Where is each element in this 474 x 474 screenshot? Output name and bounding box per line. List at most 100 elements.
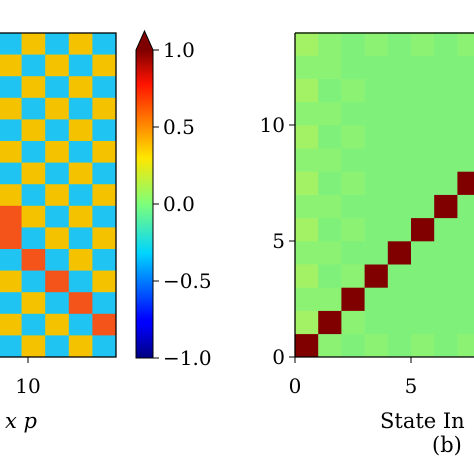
- left-heatmap-cell: [68, 119, 93, 142]
- right-heatmap-diagonal-cell: [341, 287, 365, 311]
- right-heatmap-cell: [411, 310, 435, 335]
- right-heatmap-cell: [411, 125, 435, 149]
- left-x-axis-label-tail: x p: [5, 409, 37, 433]
- right-heatmap-cell: [364, 287, 389, 311]
- left-heatmap-cell: [0, 184, 22, 207]
- right-heatmap-cell: [387, 148, 412, 172]
- left-heatmap-cell: [92, 205, 117, 228]
- right-heatmap-cell: [457, 264, 474, 288]
- left-heatmap-cell: [45, 313, 70, 336]
- left-heatmap-cell: [45, 335, 70, 358]
- right-heatmap-cell: [434, 241, 458, 265]
- left-heatmap-cell: [0, 141, 22, 163]
- left-heatmap-cell: [92, 335, 117, 358]
- right-heatmap-cell: [318, 78, 342, 103]
- left-heatmap-cell: [92, 292, 117, 315]
- left-heatmap-cell: [21, 33, 46, 55]
- right-heatmap-cell: [457, 310, 474, 335]
- left-heatmap-cell: [45, 270, 70, 293]
- right-y-tick-label: 0: [272, 345, 285, 369]
- right-heatmap-cell: [318, 194, 342, 219]
- left-heatmap-cell: [0, 54, 22, 77]
- right-heatmap-cell: [295, 101, 319, 126]
- colorbar-ticks: 1.0 0.5 0.0 −0.5 −1.0: [153, 38, 212, 370]
- right-heatmap-cell: [457, 333, 474, 358]
- left-heatmap-cell: [92, 184, 117, 207]
- right-heatmap-cell: [387, 310, 412, 335]
- right-heatmap-cell: [341, 101, 365, 126]
- right-heatmap-diagonal-cell: [295, 333, 319, 358]
- right-heatmap-cell: [364, 171, 389, 195]
- right-heatmap-cell: [411, 241, 435, 265]
- right-heatmap-cell: [364, 217, 389, 242]
- left-heatmap-cell: [0, 249, 22, 271]
- right-heatmap-cell: [434, 287, 458, 311]
- left-heatmap-cells: [0, 33, 117, 358]
- right-heatmap-cell: [295, 171, 319, 195]
- left-heatmap-cell: [21, 313, 46, 336]
- right-x-tick-label: 0: [289, 374, 302, 398]
- right-heatmap-cell: [364, 55, 389, 79]
- left-x-tick-label: 10: [15, 374, 40, 398]
- left-heatmap-cell: [45, 141, 70, 163]
- right-heatmap-cells: [295, 32, 474, 358]
- left-heatmap-cell: [0, 335, 22, 358]
- right-heatmap-cell: [364, 310, 389, 335]
- left-heatmap-cell: [68, 54, 93, 77]
- left-heatmap-cell: [0, 292, 22, 315]
- left-heatmap-panel: 10 x p: [0, 32, 117, 433]
- left-heatmap-cell: [45, 54, 70, 77]
- left-heatmap-cell: [0, 227, 22, 250]
- left-heatmap-cell: [21, 205, 46, 228]
- right-heatmap-cell: [411, 101, 435, 126]
- right-heatmap-cell: [411, 194, 435, 219]
- right-heatmap-cell: [364, 148, 389, 172]
- left-heatmap-cell: [68, 184, 93, 207]
- right-heatmap-cell: [457, 55, 474, 79]
- right-heatmap-cell: [295, 217, 319, 242]
- colorbar-tick-label: −1.0: [163, 346, 212, 370]
- right-heatmap-cell: [434, 310, 458, 335]
- right-heatmap-cell: [434, 125, 458, 149]
- left-heatmap-cell: [45, 227, 70, 250]
- left-heatmap-cell: [45, 162, 70, 185]
- left-heatmap-cell: [0, 97, 22, 120]
- right-heatmap-cell: [341, 217, 365, 242]
- right-heatmap-cell: [295, 32, 319, 56]
- right-heatmap-cell: [411, 333, 435, 358]
- right-heatmap-cell: [364, 101, 389, 126]
- left-heatmap-cell: [0, 76, 22, 99]
- right-heatmap-cell: [318, 287, 342, 311]
- right-heatmap-cell: [364, 194, 389, 219]
- right-heatmap-cell: [295, 241, 319, 265]
- right-heatmap-cell: [387, 264, 412, 288]
- right-heatmap-diagonal-cell: [457, 171, 474, 195]
- left-x-axis-label: x p: [5, 409, 37, 433]
- left-heatmap-cell: [21, 184, 46, 207]
- right-heatmap-cell: [411, 78, 435, 103]
- left-heatmap-cell: [0, 119, 22, 142]
- right-heatmap-diagonal-cell: [411, 217, 435, 242]
- right-heatmap-cell: [457, 241, 474, 265]
- left-heatmap-cell: [21, 249, 46, 271]
- left-heatmap-cell: [92, 270, 117, 293]
- right-heatmap-cell: [387, 171, 412, 195]
- left-heatmap-cell: [21, 162, 46, 185]
- right-heatmap-cell: [434, 333, 458, 358]
- right-heatmap-cell: [341, 310, 365, 335]
- right-heatmap-cell: [411, 264, 435, 288]
- right-heatmap-cell: [318, 32, 342, 56]
- left-heatmap-cell: [68, 162, 93, 185]
- right-heatmap-cell: [318, 333, 342, 358]
- right-heatmap-cell: [341, 171, 365, 195]
- right-heatmap-cell: [434, 55, 458, 79]
- left-heatmap-cell: [0, 270, 22, 293]
- right-heatmap-cell: [411, 171, 435, 195]
- left-heatmap-cell: [0, 33, 22, 55]
- colorbar-extend-arrow: [136, 31, 153, 50]
- right-heatmap-diagonal-cell: [434, 194, 458, 219]
- left-heatmap-cell: [92, 33, 117, 55]
- left-heatmap-cell: [0, 313, 22, 336]
- left-heatmap-cell: [68, 227, 93, 250]
- right-heatmap-cell: [364, 241, 389, 265]
